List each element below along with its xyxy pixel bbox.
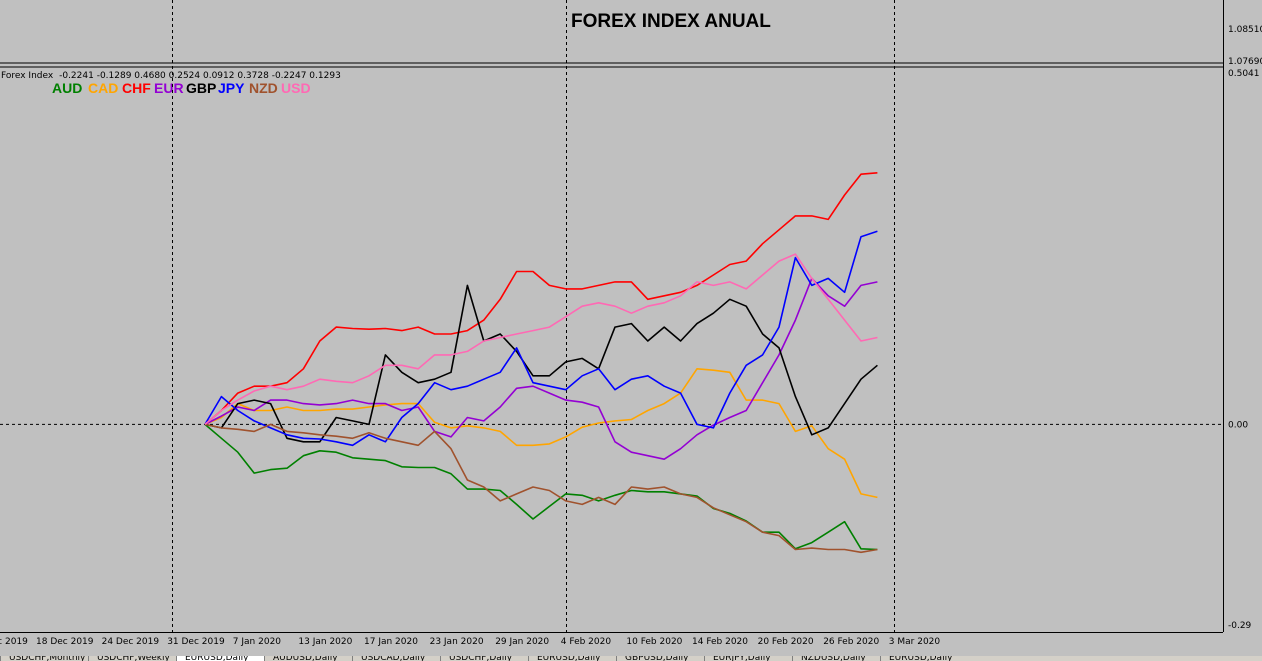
series-line-usd <box>204 253 878 426</box>
series-line-cad <box>204 367 878 499</box>
chart-tabs: USDCHF,Monthly USDCHF,Weekly EURUSD,Daily A… <box>0 656 1262 661</box>
x-tick-label: 20 Feb 2020 <box>758 637 814 647</box>
y-tick-label-top: 0.5041 <box>1228 69 1260 79</box>
indicator-values: -0.2241 -0.1289 0.4680 0.2524 0.0912 0.3… <box>59 71 341 81</box>
series-line-chf <box>204 172 878 426</box>
chart-tab-4[interactable]: USDCAD,Daily <box>352 656 440 661</box>
x-tick-label: 10 Feb 2020 <box>626 637 682 647</box>
chart-tab-0[interactable]: USDCHF,Monthly <box>0 656 88 661</box>
legend-chf: CHF <box>122 80 151 96</box>
chart-title: FOREX INDEX ANUAL <box>571 11 771 32</box>
chart-tab-6[interactable]: EURUSD,Daily <box>528 656 616 661</box>
y-tick-label-bottom: -0.29 <box>1228 621 1252 631</box>
x-tick-label: 13 Jan 2020 <box>298 637 352 647</box>
series-lines <box>204 172 878 554</box>
x-tick-label: 12 Dec 2019 <box>0 637 28 647</box>
x-tick-label: 4 Feb 2020 <box>561 637 612 647</box>
x-tick-label: 31 Dec 2019 <box>167 637 225 647</box>
x-tick-label: 24 Dec 2019 <box>102 637 160 647</box>
series-line-gbp <box>204 284 878 443</box>
legend-gbp: GBP <box>186 80 216 96</box>
chart-tab-9[interactable]: NZDUSD,Daily <box>792 656 880 661</box>
chart-tab-8[interactable]: EURJPY,Daily <box>704 656 792 661</box>
upper-panel: 1.08510 1.07690 <box>0 25 1262 67</box>
legend-cad: CAD <box>88 80 118 96</box>
series-line-jpy <box>204 230 878 447</box>
legend-aud: AUD <box>52 80 82 96</box>
chart-tab-2[interactable]: EURUSD,Daily <box>176 656 264 661</box>
x-tick-label: 26 Feb 2020 <box>823 637 879 647</box>
x-tick-labels: 12 Dec 2019 18 Dec 2019 24 Dec 2019 31 Dec … <box>0 637 940 647</box>
legend-eur: EUR <box>154 80 184 96</box>
series-line-nzd <box>204 423 878 554</box>
indicator-name: Forex Index <box>1 71 54 81</box>
x-tick-label: 23 Jan 2020 <box>430 637 484 647</box>
legend-jpy: JPY <box>218 80 245 96</box>
legend-nzd: NZD <box>249 80 278 96</box>
y-tick-label-zero: 0.00 <box>1228 420 1248 430</box>
x-tick-label: 14 Feb 2020 <box>692 637 748 647</box>
x-tick-label: 29 Jan 2020 <box>495 637 549 647</box>
legend: AUD CAD CHF EUR GBP JPY NZD USD <box>52 80 311 96</box>
x-tick-label: 17 Jan 2020 <box>364 637 418 647</box>
indicator-caption: Forex Index -0.2241 -0.1289 0.4680 0.252… <box>1 71 341 81</box>
chart-tab-5[interactable]: USDCHF,Daily <box>440 656 528 661</box>
chart-tab-10[interactable]: EURUSD,Daily <box>880 656 968 661</box>
x-tick-label: 18 Dec 2019 <box>36 637 94 647</box>
chart-tab-7[interactable]: GBPUSD,Daily <box>616 656 704 661</box>
x-tick-label: 7 Jan 2020 <box>233 637 281 647</box>
upper-axis-label-1: 1.07690 <box>1228 57 1262 67</box>
series-line-eur <box>204 277 878 461</box>
legend-usd: USD <box>281 80 311 96</box>
series-line-aud <box>204 423 878 551</box>
chart-tab-3[interactable]: AUDUSD,Daily <box>264 656 352 661</box>
chart-tab-1[interactable]: USDCHF,Weekly <box>88 656 176 661</box>
x-tick-label: 3 Mar 2020 <box>889 637 941 647</box>
upper-axis-label-0: 1.08510 <box>1228 25 1262 35</box>
